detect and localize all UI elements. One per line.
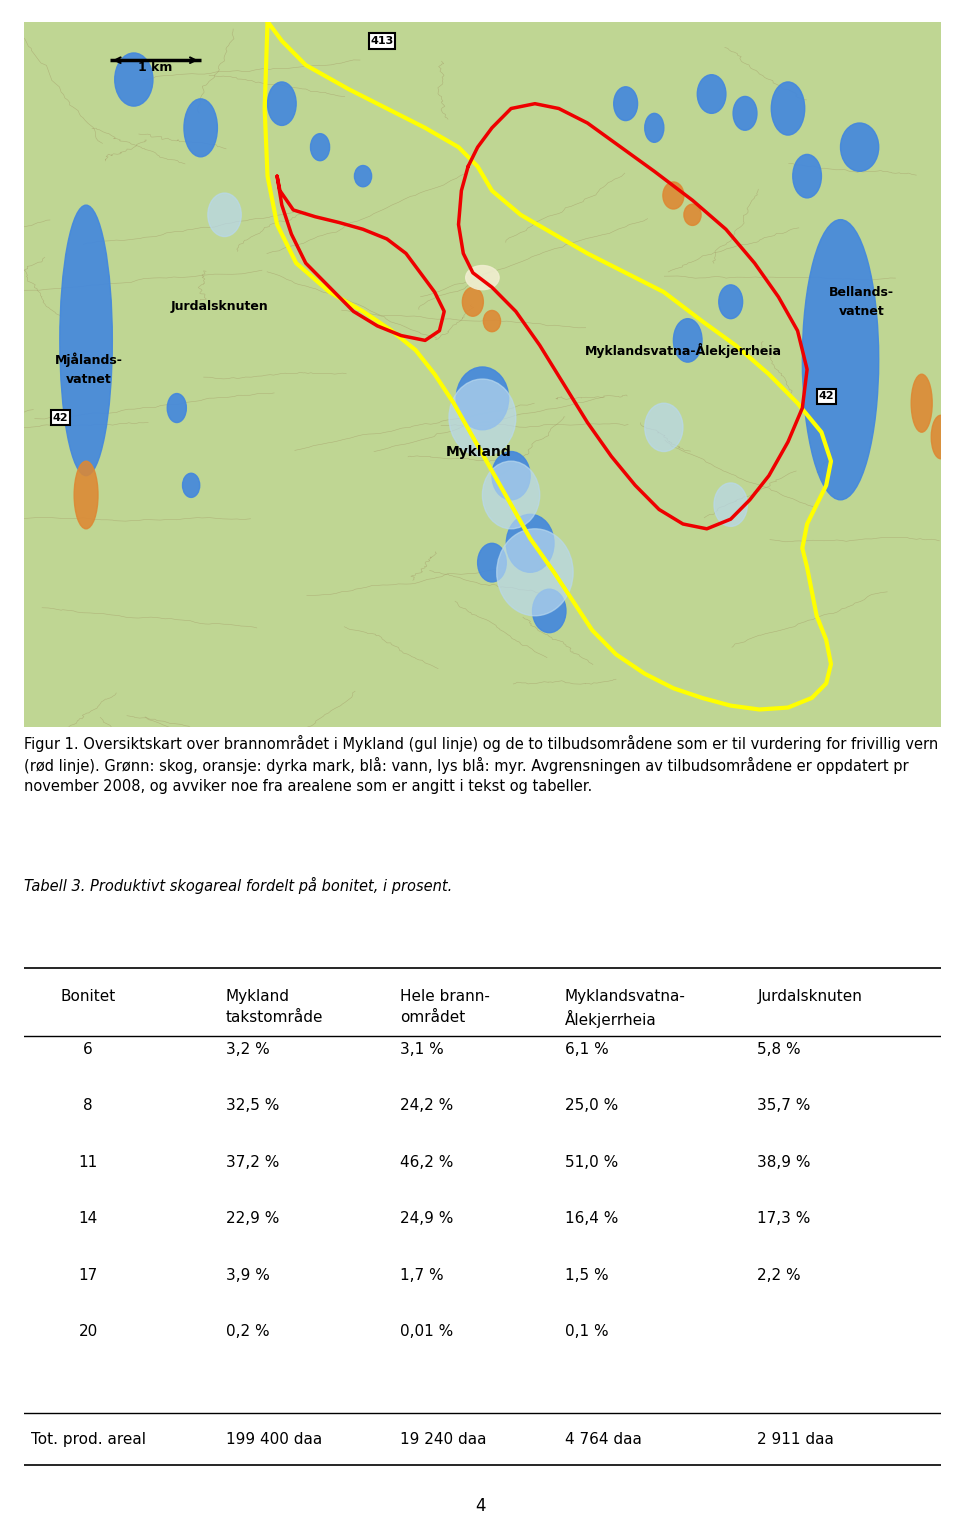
Text: Mykland: Mykland: [226, 989, 290, 1004]
Text: 0,1 %: 0,1 %: [564, 1324, 609, 1340]
Ellipse shape: [714, 484, 748, 527]
Ellipse shape: [771, 82, 804, 136]
Ellipse shape: [354, 165, 372, 186]
Text: 14: 14: [79, 1210, 98, 1226]
Text: 0,2 %: 0,2 %: [226, 1324, 270, 1340]
Ellipse shape: [663, 182, 684, 209]
Text: Bellands-: Bellands-: [829, 285, 894, 299]
Text: 17,3 %: 17,3 %: [757, 1210, 811, 1226]
Text: 3,2 %: 3,2 %: [226, 1041, 270, 1056]
Text: 3,1 %: 3,1 %: [400, 1041, 444, 1056]
Ellipse shape: [466, 265, 499, 290]
Text: 5,8 %: 5,8 %: [757, 1041, 801, 1056]
Ellipse shape: [483, 311, 500, 331]
Ellipse shape: [803, 220, 878, 500]
Text: 2,2 %: 2,2 %: [757, 1267, 801, 1283]
Ellipse shape: [841, 123, 878, 171]
Text: Myklandsvatna-Ålekjerrheia: Myklandsvatna-Ålekjerrheia: [585, 342, 781, 357]
Ellipse shape: [496, 528, 573, 616]
Text: 2 911 daa: 2 911 daa: [757, 1432, 834, 1446]
Ellipse shape: [456, 367, 509, 430]
Text: 199 400 daa: 199 400 daa: [226, 1432, 322, 1446]
Ellipse shape: [182, 473, 200, 497]
Ellipse shape: [482, 460, 540, 528]
Ellipse shape: [931, 416, 950, 459]
Text: 8: 8: [84, 1098, 93, 1113]
Text: Jurdalsknuten: Jurdalsknuten: [757, 989, 862, 1004]
Ellipse shape: [506, 514, 554, 573]
Text: 1 km: 1 km: [137, 60, 172, 74]
Text: 24,9 %: 24,9 %: [400, 1210, 453, 1226]
Text: 1,7 %: 1,7 %: [400, 1267, 444, 1283]
Ellipse shape: [613, 86, 637, 120]
Text: 1,5 %: 1,5 %: [564, 1267, 609, 1283]
Text: Tot. prod. areal: Tot. prod. areal: [31, 1432, 146, 1446]
Text: 4: 4: [475, 1497, 485, 1515]
Text: 19 240 daa: 19 240 daa: [400, 1432, 487, 1446]
Text: Mjålands-: Mjålands-: [55, 353, 123, 367]
Text: Figur 1. Oversiktskart over brannområdet i Mykland (gul linje) og de to tilbudso: Figur 1. Oversiktskart over brannområdet…: [24, 735, 938, 795]
Ellipse shape: [74, 460, 98, 528]
FancyBboxPatch shape: [51, 410, 70, 425]
Ellipse shape: [207, 192, 241, 237]
Text: Mykland: Mykland: [445, 445, 512, 459]
Ellipse shape: [310, 134, 329, 160]
Ellipse shape: [697, 75, 726, 114]
Ellipse shape: [268, 82, 297, 125]
Ellipse shape: [184, 99, 217, 157]
Text: 0,01 %: 0,01 %: [400, 1324, 453, 1340]
FancyBboxPatch shape: [817, 388, 836, 403]
Ellipse shape: [673, 319, 702, 362]
Text: 4 764 daa: 4 764 daa: [564, 1432, 642, 1446]
Text: 51,0 %: 51,0 %: [564, 1155, 618, 1170]
Text: 6,1 %: 6,1 %: [564, 1041, 609, 1056]
Text: Bonitet: Bonitet: [60, 989, 116, 1004]
Text: Tabell 3. Produktivt skogareal fordelt på bonitet, i prosent.: Tabell 3. Produktivt skogareal fordelt p…: [24, 876, 452, 893]
Ellipse shape: [115, 52, 153, 106]
Text: 17: 17: [79, 1267, 98, 1283]
Text: 46,2 %: 46,2 %: [400, 1155, 453, 1170]
Text: Myklandsvatna-: Myklandsvatna-: [564, 989, 685, 1004]
Ellipse shape: [463, 288, 483, 316]
Text: 37,2 %: 37,2 %: [226, 1155, 279, 1170]
Text: 20: 20: [79, 1324, 98, 1340]
Ellipse shape: [645, 403, 683, 451]
Text: 25,0 %: 25,0 %: [564, 1098, 618, 1113]
Text: 32,5 %: 32,5 %: [226, 1098, 279, 1113]
Ellipse shape: [911, 374, 932, 433]
Text: vatnet: vatnet: [839, 305, 884, 317]
Text: 3,9 %: 3,9 %: [226, 1267, 270, 1283]
Text: 16,4 %: 16,4 %: [564, 1210, 618, 1226]
Text: 38,9 %: 38,9 %: [757, 1155, 811, 1170]
Ellipse shape: [733, 97, 757, 131]
Text: 11: 11: [79, 1155, 98, 1170]
Text: Hele brann-: Hele brann-: [400, 989, 490, 1004]
Ellipse shape: [449, 379, 516, 456]
Text: 22,9 %: 22,9 %: [226, 1210, 279, 1226]
Text: 35,7 %: 35,7 %: [757, 1098, 811, 1113]
Text: vatnet: vatnet: [66, 373, 111, 385]
Text: takstområde: takstområde: [226, 1010, 324, 1024]
Ellipse shape: [478, 544, 506, 582]
Text: 413: 413: [371, 35, 394, 46]
Ellipse shape: [167, 394, 186, 422]
Text: 42: 42: [818, 391, 834, 402]
Text: 6: 6: [84, 1041, 93, 1056]
Text: 42: 42: [53, 413, 68, 422]
Text: 24,2 %: 24,2 %: [400, 1098, 453, 1113]
Ellipse shape: [60, 205, 112, 476]
Ellipse shape: [793, 154, 822, 199]
Text: Jurdalsknuten: Jurdalsknuten: [171, 300, 269, 313]
Ellipse shape: [719, 285, 743, 319]
Ellipse shape: [533, 590, 566, 633]
Text: Ålekjerrheia: Ålekjerrheia: [564, 1010, 657, 1027]
Ellipse shape: [684, 205, 701, 225]
FancyBboxPatch shape: [370, 34, 395, 49]
Ellipse shape: [645, 114, 664, 142]
Text: området: området: [400, 1010, 466, 1024]
Ellipse shape: [492, 451, 530, 500]
